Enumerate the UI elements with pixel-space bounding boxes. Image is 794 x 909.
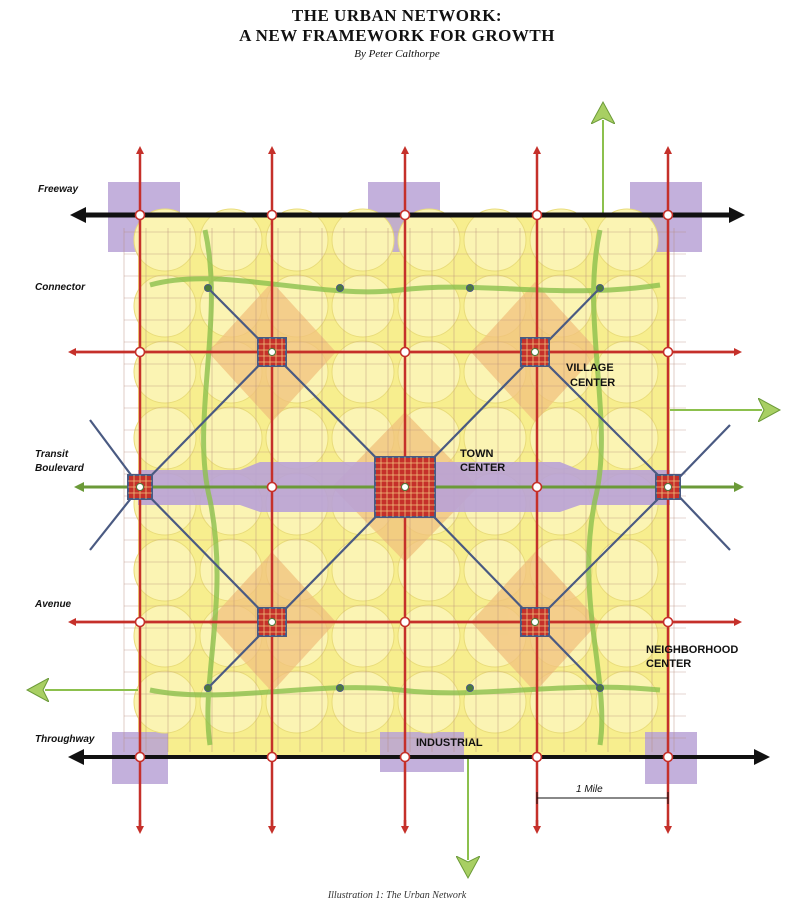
intersection-node bbox=[531, 209, 543, 221]
intersection-node bbox=[662, 346, 674, 358]
green-branch-lines bbox=[45, 120, 762, 860]
neighborhood-circle bbox=[199, 406, 263, 470]
intersection-node bbox=[134, 346, 146, 358]
intersection-node bbox=[531, 481, 543, 493]
neighborhood-circle bbox=[133, 604, 197, 668]
road-type-labels: Freeway Connector Transit Boulevard Aven… bbox=[34, 184, 95, 745]
label-boulevard: Boulevard bbox=[35, 463, 85, 474]
label-throughway: Throughway bbox=[35, 734, 95, 745]
neighborhood-circle bbox=[595, 208, 659, 272]
neighborhood-circle bbox=[397, 208, 461, 272]
label-town-center-1: TOWN bbox=[460, 448, 493, 460]
neighborhood-circle bbox=[265, 208, 329, 272]
intersection-node bbox=[134, 751, 146, 763]
neighborhood-circle bbox=[331, 604, 395, 668]
neighborhood-circle bbox=[331, 208, 395, 272]
intersection-node bbox=[662, 751, 674, 763]
label-avenue: Avenue bbox=[34, 599, 72, 610]
neighborhood-circle bbox=[595, 538, 659, 602]
neighborhood-circle bbox=[265, 670, 329, 734]
scale-label: 1 Mile bbox=[576, 784, 603, 795]
author-byline: By Peter Calthorpe bbox=[354, 48, 440, 60]
boulevard-center-east bbox=[655, 474, 681, 500]
label-freeway: Freeway bbox=[38, 184, 78, 195]
neighborhood-circle bbox=[397, 538, 461, 602]
neighborhood-circle bbox=[331, 538, 395, 602]
intersection-node bbox=[266, 751, 278, 763]
centers bbox=[127, 337, 681, 637]
intersection-node bbox=[399, 751, 411, 763]
center-labels: VILLAGE CENTER TOWN CENTER NEIGHBORHOOD … bbox=[416, 362, 738, 749]
village-center-nw bbox=[257, 337, 287, 367]
intersection-node bbox=[399, 616, 411, 628]
neighborhood-circle bbox=[133, 208, 197, 272]
green-corridors bbox=[149, 229, 661, 746]
label-town-center-2: CENTER bbox=[460, 462, 505, 474]
neighborhood-circle bbox=[133, 274, 197, 338]
neighborhood-circle bbox=[199, 670, 263, 734]
town-center bbox=[374, 456, 436, 518]
label-village-center-1: VILLAGE bbox=[566, 362, 614, 374]
intersection-node bbox=[399, 346, 411, 358]
neighborhood-circle bbox=[133, 538, 197, 602]
neighborhood-circle bbox=[397, 340, 461, 404]
intersection-node bbox=[531, 751, 543, 763]
intersection-node bbox=[662, 209, 674, 221]
diagram-title-line-2: A NEW FRAMEWORK FOR GROWTH bbox=[239, 26, 555, 45]
neighborhood-circle bbox=[397, 670, 461, 734]
village-center-se bbox=[520, 607, 550, 637]
connector-node bbox=[466, 284, 474, 292]
label-neighborhood-center-1: NEIGHBORHOOD bbox=[646, 644, 738, 656]
neighborhood-circle bbox=[331, 340, 395, 404]
boulevard-center-west bbox=[127, 474, 153, 500]
neighborhood-circle bbox=[331, 670, 395, 734]
neighborhood-circle bbox=[595, 670, 659, 734]
intersection-node bbox=[266, 481, 278, 493]
intersection-node bbox=[399, 209, 411, 221]
neighborhood-circle bbox=[463, 670, 527, 734]
neighborhood-circle bbox=[133, 340, 197, 404]
neighborhood-circle bbox=[529, 208, 593, 272]
neighborhood-circle bbox=[463, 208, 527, 272]
connector-node bbox=[466, 684, 474, 692]
village-center-sw bbox=[257, 607, 287, 637]
neighborhood-circle bbox=[199, 208, 263, 272]
scale-bar: 1 Mile bbox=[536, 784, 669, 804]
neighborhood-circle bbox=[133, 670, 197, 734]
diagram-caption: Illustration 1: The Urban Network bbox=[327, 890, 467, 901]
neighborhood-circle bbox=[397, 274, 461, 338]
label-village-center-2: CENTER bbox=[570, 377, 615, 389]
diagram-title-line-1: THE URBAN NETWORK: bbox=[291, 6, 503, 25]
neighborhood-circle bbox=[133, 406, 197, 470]
connector-node bbox=[336, 684, 344, 692]
connector-node bbox=[204, 284, 212, 292]
label-connector: Connector bbox=[35, 282, 86, 293]
connector-node bbox=[596, 684, 604, 692]
label-neighborhood-center-2: CENTER bbox=[646, 658, 691, 670]
intersection-node bbox=[662, 616, 674, 628]
intersection-node bbox=[266, 209, 278, 221]
connector-node bbox=[204, 684, 212, 692]
label-industrial: INDUSTRIAL bbox=[416, 737, 483, 749]
label-transit: Transit bbox=[35, 449, 69, 460]
neighborhood-circle bbox=[397, 604, 461, 668]
intersection-node bbox=[134, 616, 146, 628]
neighborhood-circle bbox=[595, 406, 659, 470]
village-center-ne bbox=[520, 337, 550, 367]
intersection-node bbox=[134, 209, 146, 221]
connector-node bbox=[336, 284, 344, 292]
connector-node bbox=[596, 284, 604, 292]
